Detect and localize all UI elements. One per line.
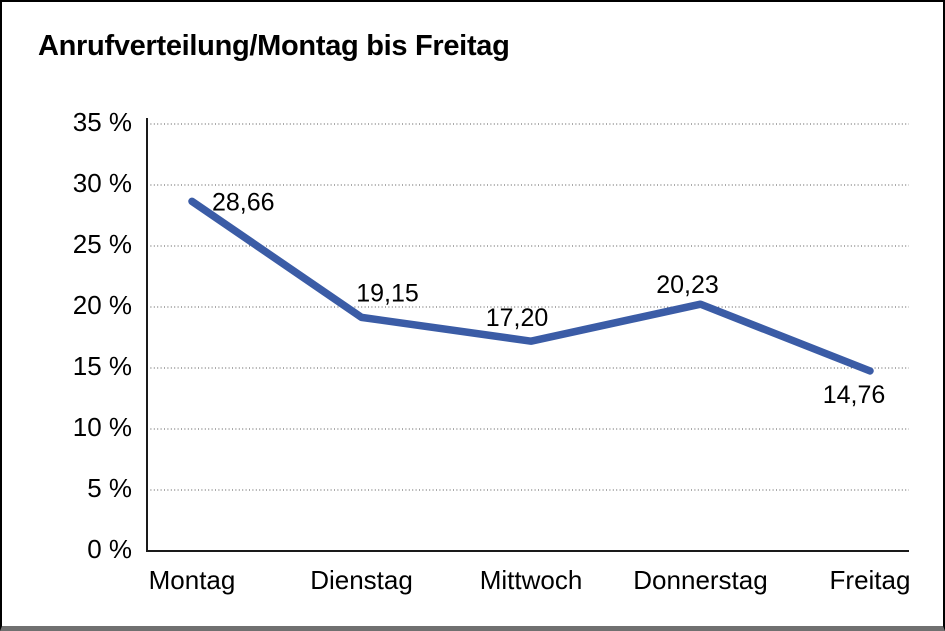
- x-axis-category-label: Freitag: [830, 565, 911, 595]
- y-axis-tick-label: 25 %: [73, 229, 132, 259]
- y-axis-tick-label: 20 %: [73, 290, 132, 320]
- chart-title: Anrufverteilung/Montag bis Freitag: [38, 30, 510, 62]
- data-point-label: 28,66: [212, 188, 275, 216]
- x-axis-category-label: Mittwoch: [480, 565, 583, 595]
- y-axis-tick-label: 35 %: [73, 107, 132, 137]
- y-axis-tick-label: 10 %: [73, 412, 132, 442]
- y-axis-tick-label: 0 %: [87, 534, 132, 564]
- data-point-label: 14,76: [823, 381, 886, 409]
- y-axis-tick-label: 30 %: [73, 168, 132, 198]
- data-point-label: 19,15: [356, 279, 419, 307]
- x-axis-category-label: Donnerstag: [633, 565, 767, 595]
- axis-lines: [146, 118, 909, 552]
- x-axis-category-label: Dienstag: [310, 565, 413, 595]
- data-point-label: 20,23: [656, 271, 719, 299]
- x-axis-category-label: Montag: [149, 565, 236, 595]
- y-axis-tick-label: 15 %: [73, 351, 132, 381]
- y-axis-tick-label: 5 %: [87, 473, 132, 503]
- data-point-label: 17,20: [486, 304, 549, 332]
- series-line: [188, 197, 874, 375]
